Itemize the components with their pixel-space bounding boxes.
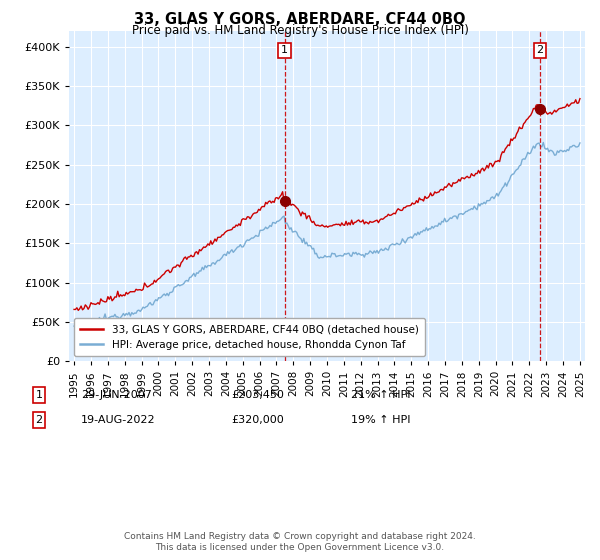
Text: 2: 2: [35, 415, 43, 425]
Text: Price paid vs. HM Land Registry's House Price Index (HPI): Price paid vs. HM Land Registry's House …: [131, 24, 469, 37]
Text: Contains HM Land Registry data © Crown copyright and database right 2024.
This d: Contains HM Land Registry data © Crown c…: [124, 532, 476, 552]
Text: 33, GLAS Y GORS, ABERDARE, CF44 0BQ: 33, GLAS Y GORS, ABERDARE, CF44 0BQ: [134, 12, 466, 27]
Text: 19-AUG-2022: 19-AUG-2022: [81, 415, 155, 425]
Text: 1: 1: [281, 45, 288, 55]
Text: £203,450: £203,450: [231, 390, 284, 400]
Text: 19% ↑ HPI: 19% ↑ HPI: [351, 415, 410, 425]
Text: 2: 2: [536, 45, 544, 55]
Text: 29-JUN-2007: 29-JUN-2007: [81, 390, 152, 400]
Text: 21% ↑ HPI: 21% ↑ HPI: [351, 390, 410, 400]
Text: 1: 1: [35, 390, 43, 400]
Text: £320,000: £320,000: [231, 415, 284, 425]
Legend: 33, GLAS Y GORS, ABERDARE, CF44 0BQ (detached house), HPI: Average price, detach: 33, GLAS Y GORS, ABERDARE, CF44 0BQ (det…: [74, 318, 425, 356]
